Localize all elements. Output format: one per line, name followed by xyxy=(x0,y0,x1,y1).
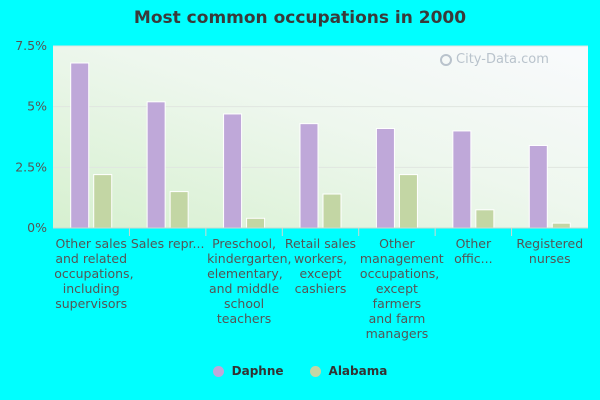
legend-item-alabama: Alabama xyxy=(309,364,388,378)
category-label: Other offic... xyxy=(454,236,493,266)
bar-daphne-2 xyxy=(223,113,243,229)
bar-alabama-5 xyxy=(475,209,495,229)
bar-alabama-2 xyxy=(246,217,266,229)
bar-daphne-0 xyxy=(70,62,90,229)
legend-item-daphne: Daphne xyxy=(212,364,284,378)
category-label: Sales repr... xyxy=(130,236,205,251)
plot-background xyxy=(53,46,588,228)
bar-alabama-0 xyxy=(93,174,113,229)
category-label: Other management occupations, except far… xyxy=(359,236,444,341)
bar-daphne-6 xyxy=(528,144,548,229)
y-tick-label: 2.5% xyxy=(15,159,47,174)
bar-alabama-6 xyxy=(551,222,571,229)
bar-daphne-5 xyxy=(452,130,472,229)
legend-label-daphne: Daphne xyxy=(231,364,284,378)
category-label: Other sales and related occupations, inc… xyxy=(54,236,134,311)
bar-daphne-3 xyxy=(299,123,319,229)
y-tick-label: 0% xyxy=(27,220,47,235)
search-icon xyxy=(440,53,452,66)
y-tick-label: 7.5% xyxy=(15,38,47,53)
category-label: Registered nurses xyxy=(516,236,584,266)
legend-swatch-alabama xyxy=(309,365,321,377)
category-label: Retail sales workers, except cashiers xyxy=(284,236,357,296)
legend: Daphne Alabama xyxy=(0,364,600,378)
bar-alabama-3 xyxy=(322,193,342,229)
legend-label-alabama: Alabama xyxy=(328,364,388,378)
bar-alabama-1 xyxy=(169,191,189,229)
y-tick-label: 5% xyxy=(27,99,47,114)
watermark: City-Data.com xyxy=(440,52,549,67)
bar-daphne-4 xyxy=(375,128,395,229)
category-label: Preschool, kindergarten, elementary, and… xyxy=(207,236,292,326)
legend-swatch-daphne xyxy=(212,365,224,377)
chart-title: Most common occupations in 2000 xyxy=(133,8,467,28)
bar-daphne-1 xyxy=(146,101,166,229)
watermark-text: City-Data.com xyxy=(456,52,549,67)
bar-alabama-4 xyxy=(398,174,418,229)
